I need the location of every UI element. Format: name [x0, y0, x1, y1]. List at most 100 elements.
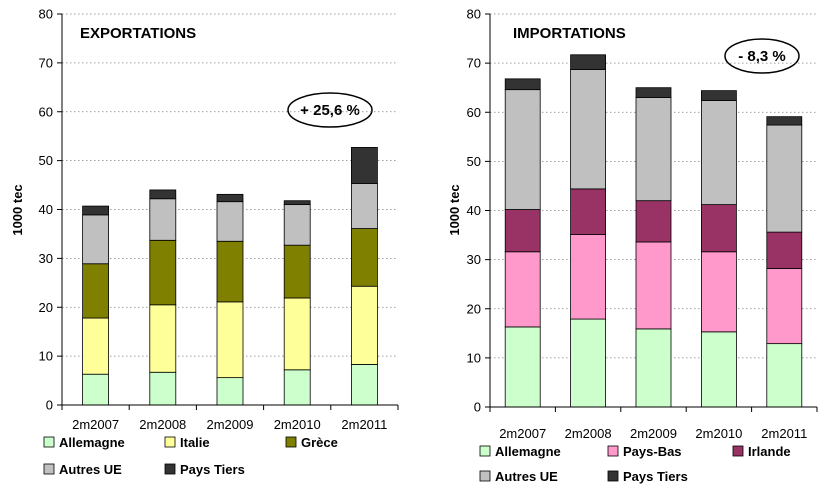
legend-label: Autres UE [59, 462, 122, 477]
y-tick-label: 0 [474, 400, 481, 415]
y-tick-label: 30 [39, 251, 53, 266]
y-tick-label: 70 [467, 56, 481, 71]
bar-segment [149, 239, 177, 306]
bar-segment [283, 369, 311, 406]
legend-label: Allemagne [495, 444, 561, 459]
change-badge: + 25,6 % [300, 102, 360, 119]
legend-swatch [164, 436, 176, 448]
bar-segment [82, 214, 109, 265]
legend-label: Allemagne [59, 435, 125, 450]
x-tick-label: 2m2007 [499, 426, 546, 441]
bar-segment [283, 297, 311, 371]
legend-label: Italie [180, 435, 210, 450]
bar-segment [701, 100, 737, 206]
bar-segment [350, 183, 378, 229]
bar-segment [283, 244, 311, 299]
importations-chart: IMPORTATIONS - 8,3 % 1000 tec 0 10 20 30 40 5… [447, 7, 818, 484]
y-tick-label: 20 [39, 300, 53, 315]
x-tick-label: 2m2008 [565, 426, 612, 441]
y-tick-label: 50 [467, 154, 481, 169]
x-tick-label: 2m2011 [761, 426, 807, 441]
bar-segment [216, 240, 244, 303]
bar-segment [766, 268, 803, 345]
y-axis-label: 1000 tec [10, 184, 25, 235]
bar-segment [350, 228, 378, 287]
x-tick-label: 2m2009 [630, 426, 677, 441]
chart-title: IMPORTATIONS [513, 25, 626, 42]
y-tick-label: 10 [39, 349, 53, 364]
y-tick-label: 0 [46, 398, 53, 413]
bar-segment [701, 204, 737, 253]
bar-segment [350, 285, 378, 365]
bar-segment [82, 317, 109, 375]
bar-segment [635, 241, 672, 330]
bar-segment [216, 377, 244, 406]
bar-segment [635, 328, 672, 408]
legend-label: Autres UE [495, 469, 558, 484]
change-badge-ellipse [724, 38, 800, 74]
bar-segment [504, 251, 541, 328]
y-tick-label: 40 [467, 203, 481, 218]
legend-label: Grèce [301, 435, 338, 450]
legend-swatch [43, 436, 55, 448]
legend-swatch [732, 445, 744, 457]
legend-swatch [479, 445, 491, 457]
legend-swatch [607, 470, 619, 482]
exportations-chart: EXPORTATIONS + 25,6 % 1000 tec 0 10 20 30 40… [10, 7, 399, 477]
legend-label: Pays Tiers [180, 462, 245, 477]
change-badge: - 8,3 % [738, 48, 786, 65]
y-tick-label: 30 [467, 252, 481, 267]
legend-swatch [479, 470, 491, 482]
bar-segment [701, 251, 737, 333]
bar-segment [149, 198, 177, 241]
y-tick-label: 50 [39, 153, 53, 168]
x-tick-label: 2m2011 [341, 417, 387, 432]
bar-segment [570, 54, 606, 70]
bar-segment [216, 193, 244, 203]
bar-segment [635, 200, 672, 243]
legend-swatch [43, 463, 55, 475]
bar-segment [570, 234, 606, 320]
bar-segment [635, 97, 672, 202]
y-tick-label: 60 [39, 104, 53, 119]
bar-segment [216, 201, 244, 242]
y-axis-label: 1000 tec [447, 184, 462, 235]
legend-swatch [164, 463, 176, 475]
legend-swatch [607, 445, 619, 457]
chart-title: EXPORTATIONS [80, 25, 196, 42]
x-tick-label: 2m2007 [72, 417, 119, 432]
x-tick-label: 2m2009 [207, 417, 254, 432]
bar-segment [82, 263, 109, 319]
bar-segment [701, 90, 737, 101]
legend-label: Pays-Bas [623, 444, 682, 459]
y-tick-label: 10 [467, 350, 481, 365]
bar-segment [504, 89, 541, 210]
y-tick-label: 20 [467, 301, 481, 316]
bar-segment [149, 371, 177, 406]
legend-label: Pays Tiers [623, 469, 688, 484]
bar-segment [82, 373, 109, 406]
bar-segment [766, 343, 803, 408]
bar-segment [570, 188, 606, 235]
y-tick-label: 70 [39, 55, 53, 70]
bar-segment [82, 205, 109, 216]
bar-segment [766, 116, 803, 126]
bar-segment [504, 78, 541, 91]
legend-label: Irlande [748, 444, 791, 459]
bar-segment [350, 147, 378, 184]
bar-segment [283, 204, 311, 246]
x-tick-label: 2m2008 [139, 417, 186, 432]
y-tick-label: 80 [467, 7, 481, 22]
bar-segment [701, 331, 737, 408]
bar-segment [766, 124, 803, 233]
bar-segment [149, 189, 177, 200]
bar-segment [766, 231, 803, 269]
bar-segment [350, 364, 378, 406]
bar-segment [216, 301, 244, 379]
y-tick-label: 80 [39, 7, 53, 22]
bar-segment [635, 87, 672, 98]
bar-segment [504, 209, 541, 253]
x-tick-label: 2m2010 [274, 417, 321, 432]
legend-swatch [285, 436, 297, 448]
